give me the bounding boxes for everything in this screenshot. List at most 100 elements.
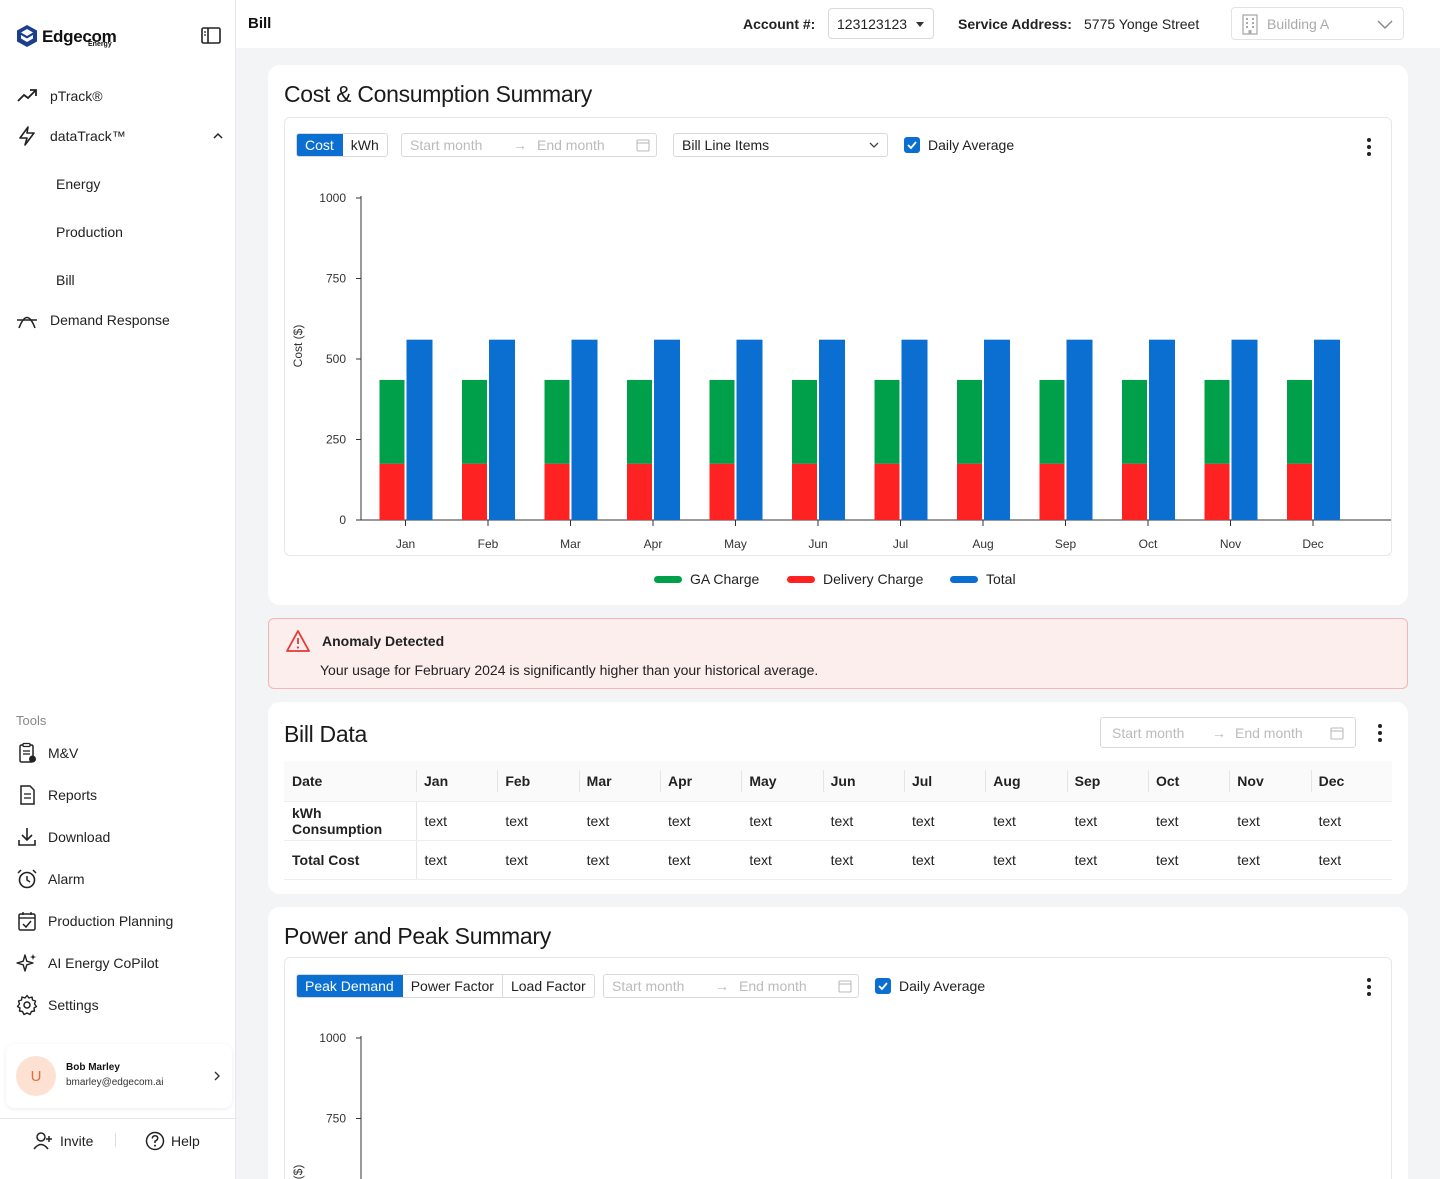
bar-delivery-charge[interactable]	[957, 463, 982, 520]
legend-total[interactable]: Total	[950, 571, 1016, 587]
bar-delivery-charge[interactable]	[462, 463, 487, 520]
power-date-range[interactable]: Start month → End month	[603, 974, 859, 998]
chevron-up-icon[interactable]	[212, 130, 224, 142]
bar-total[interactable]	[406, 339, 433, 520]
sidebar-collapse-icon[interactable]	[200, 26, 222, 46]
sidebar: Edgecom Energy pTrack® dataTrack™ Energy…	[0, 0, 236, 1179]
tab-load-factor[interactable]: Load Factor	[510, 978, 586, 994]
bar-ga-charge[interactable]	[379, 379, 405, 464]
table-cell: text	[822, 801, 904, 841]
tool-production-planning[interactable]: Production Planning	[16, 910, 173, 932]
bar-delivery-charge[interactable]	[792, 463, 817, 520]
bar-delivery-charge[interactable]	[1204, 463, 1230, 520]
tool-reports-label: Reports	[48, 787, 98, 803]
table-cell: text	[578, 840, 660, 880]
tab-peak-demand[interactable]: Peak Demand	[297, 975, 403, 997]
bar-ga-charge[interactable]	[1204, 379, 1230, 464]
tool-mv[interactable]: M&V	[16, 742, 78, 764]
tool-alarm[interactable]: Alarm	[16, 868, 85, 890]
toggle-cost[interactable]: Cost	[297, 134, 343, 156]
nav-datatrack[interactable]: dataTrack™	[16, 125, 126, 147]
bar-ga-charge[interactable]	[1039, 379, 1065, 464]
x-tick-label: Aug	[972, 537, 993, 551]
more-options-icon[interactable]	[1378, 724, 1382, 742]
bar-ga-charge[interactable]	[957, 379, 982, 464]
bar-total[interactable]	[1149, 339, 1175, 520]
legend-ga-charge[interactable]: GA Charge	[654, 571, 759, 587]
bill-date-range[interactable]: Start month → End month	[1100, 717, 1356, 748]
bar-total[interactable]	[571, 339, 598, 520]
bar-ga-charge[interactable]	[709, 379, 735, 464]
account-select[interactable]: 123123123	[828, 8, 934, 39]
column-divider	[1310, 770, 1312, 792]
daily-average-checkbox[interactable]: Daily Average	[904, 137, 1014, 153]
bar-delivery-charge[interactable]	[544, 463, 570, 520]
legend-delivery-charge[interactable]: Delivery Charge	[787, 571, 923, 587]
x-tick-label: Dec	[1302, 537, 1323, 551]
tool-ai-copilot[interactable]: AI Energy CoPilot	[16, 952, 159, 974]
bar-delivery-charge[interactable]	[874, 463, 900, 520]
toggle-kwh[interactable]: kWh	[350, 137, 379, 153]
calendar-icon	[636, 139, 650, 152]
tool-download[interactable]: Download	[16, 826, 110, 848]
start-month-placeholder: Start month	[1112, 725, 1185, 741]
column-divider	[416, 770, 417, 792]
legend-swatch	[950, 575, 978, 583]
table-cell: text	[497, 801, 579, 841]
arrow-right-icon: →	[715, 978, 729, 994]
column-header-month: Oct	[1147, 761, 1230, 802]
gear-icon	[16, 994, 38, 1016]
nav-production[interactable]: Production	[56, 224, 123, 240]
alarm-icon	[17, 869, 37, 889]
nav-ptrack[interactable]: pTrack®	[16, 85, 103, 107]
bar-total[interactable]	[654, 339, 680, 520]
column-header-date: Date	[284, 761, 416, 802]
invite-button[interactable]: Invite	[32, 1131, 93, 1151]
column-divider	[822, 770, 824, 792]
bar-delivery-charge[interactable]	[1287, 463, 1312, 520]
bar-delivery-charge[interactable]	[1122, 463, 1147, 520]
help-label: Help	[171, 1133, 200, 1149]
bar-delivery-charge[interactable]	[627, 463, 652, 520]
more-options-icon[interactable]	[1367, 978, 1371, 996]
clipboard-icon	[19, 742, 36, 763]
daily-average-checkbox[interactable]: Daily Average	[875, 978, 985, 994]
nav-energy[interactable]: Energy	[56, 176, 101, 192]
table-cell: text	[903, 801, 986, 841]
bar-ga-charge[interactable]	[1287, 379, 1312, 464]
tab-power-factor[interactable]: Power Factor	[403, 975, 503, 997]
bar-total[interactable]	[819, 339, 845, 520]
more-options-icon[interactable]	[1367, 138, 1371, 156]
bar-ga-charge[interactable]	[1122, 379, 1147, 464]
bar-total[interactable]	[736, 339, 763, 520]
nav-demand-response[interactable]: Demand Response	[16, 309, 170, 331]
brand-logo[interactable]: Edgecom	[16, 24, 117, 48]
bar-total[interactable]	[1314, 339, 1340, 520]
bar-delivery-charge[interactable]	[379, 463, 405, 520]
building-select[interactable]: Building A	[1231, 7, 1404, 40]
bar-total[interactable]	[1231, 339, 1258, 520]
column-header-label: Apr	[667, 772, 693, 789]
tool-reports[interactable]: Reports	[16, 784, 97, 806]
bar-ga-charge[interactable]	[544, 379, 570, 464]
bar-total[interactable]	[984, 339, 1010, 520]
help-button[interactable]: Help	[145, 1131, 200, 1151]
bar-total[interactable]	[1066, 339, 1093, 520]
bar-ga-charge[interactable]	[462, 379, 487, 464]
tool-settings[interactable]: Settings	[16, 994, 99, 1016]
cost-chart-panel: Cost kWh Start month → End month Bill Li…	[284, 117, 1392, 556]
checkbox-checked-icon	[904, 137, 920, 153]
bar-total[interactable]	[489, 339, 515, 520]
bar-ga-charge[interactable]	[627, 379, 652, 464]
bar-total[interactable]	[901, 339, 928, 520]
x-tick-label: Apr	[644, 537, 663, 551]
bar-delivery-charge[interactable]	[1039, 463, 1065, 520]
nav-bill[interactable]: Bill	[56, 272, 75, 288]
cost-date-range[interactable]: Start month → End month	[401, 133, 657, 157]
bill-line-items-select[interactable]: Bill Line Items	[673, 133, 888, 157]
tool-ai-copilot-label: AI Energy CoPilot	[48, 955, 159, 971]
bar-ga-charge[interactable]	[792, 379, 817, 464]
bar-delivery-charge[interactable]	[709, 463, 735, 520]
bar-ga-charge[interactable]	[874, 379, 900, 464]
user-profile-card[interactable]: U Bob Marley bmarley@edgecom.ai	[6, 1044, 232, 1108]
